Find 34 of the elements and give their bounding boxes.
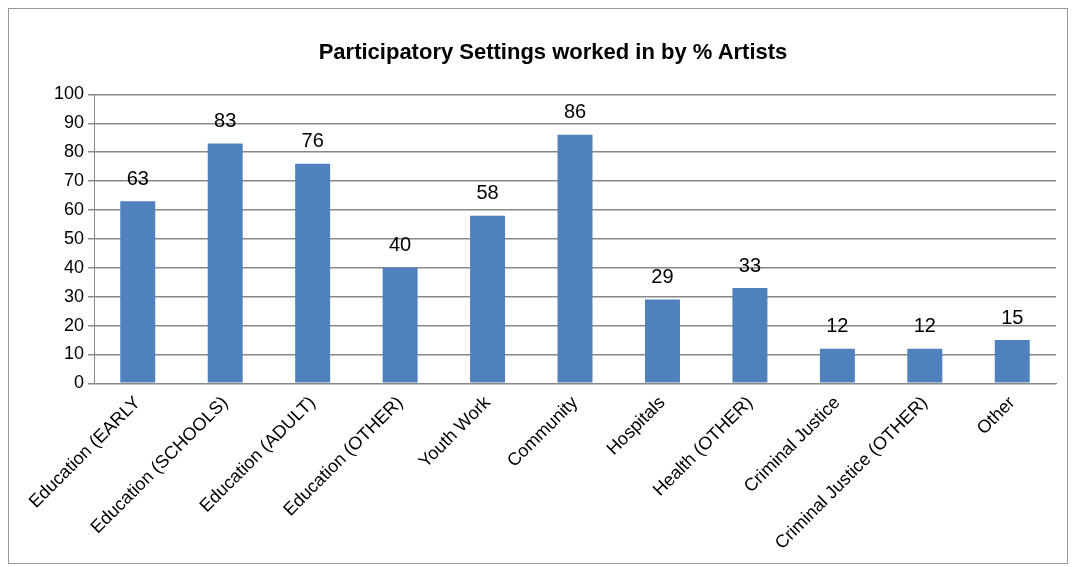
- y-tick-label: 50: [64, 227, 85, 248]
- y-tick-label: 80: [64, 141, 85, 162]
- data-label: 15: [1001, 305, 1024, 328]
- y-tick-label: 100: [53, 83, 85, 104]
- data-label: 12: [913, 314, 936, 337]
- y-tick-label: 20: [64, 314, 85, 335]
- y-tick-label: 30: [64, 285, 85, 306]
- data-label: 58: [476, 181, 499, 204]
- bar: [295, 163, 331, 383]
- bar: [644, 299, 680, 383]
- y-tick-label: 0: [74, 372, 85, 393]
- bar: [207, 143, 243, 383]
- data-label: 12: [826, 314, 849, 337]
- data-label: 83: [214, 109, 237, 132]
- data-label: 76: [301, 129, 324, 152]
- bar: [470, 215, 506, 383]
- y-tick-label: 60: [64, 198, 85, 219]
- y-tick-label: 40: [64, 256, 85, 277]
- data-label: 86: [563, 100, 587, 123]
- y-tick-label: 90: [64, 112, 85, 133]
- bar: [382, 267, 418, 383]
- y-tick-label: 10: [64, 343, 85, 364]
- bar: [819, 348, 855, 383]
- y-tick-label: 70: [64, 170, 85, 191]
- bar: [994, 340, 1030, 383]
- data-label: 63: [126, 166, 149, 189]
- data-label: 29: [651, 265, 674, 288]
- data-label: 33: [738, 253, 762, 276]
- chart-title: Participatory Settings worked in by % Artists: [318, 39, 788, 65]
- bar: [557, 134, 593, 383]
- bar: [120, 201, 156, 383]
- bar: [907, 348, 943, 383]
- bar: [732, 287, 768, 383]
- data-label: 40: [388, 233, 412, 256]
